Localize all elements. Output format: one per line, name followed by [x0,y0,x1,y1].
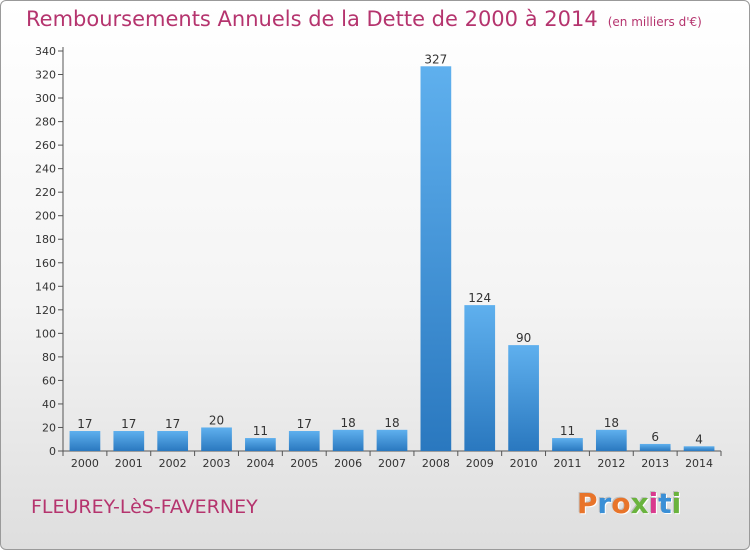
x-tick-label-2005: 2005 [290,457,318,470]
x-tick-label-2011: 2011 [553,457,581,470]
bar-2007 [376,429,408,451]
data-label-2012: 18 [604,416,619,430]
bar-2014 [683,446,715,451]
bar-2012 [595,429,627,451]
chart-title-text: Remboursements Annuels de la Dette de 20… [26,7,598,31]
x-tick-label-2006: 2006 [334,457,362,470]
bar-2011 [552,438,583,451]
bar-2008 [420,66,452,451]
data-label-2001: 17 [121,417,136,431]
x-tick-label-2012: 2012 [597,457,625,470]
data-label-2004: 11 [253,424,268,438]
bar-2001 [113,431,145,451]
x-tick-label-2009: 2009 [466,457,494,470]
logo-letter: o [611,487,631,520]
bar-2002 [157,431,189,451]
data-label-2010: 90 [516,331,531,345]
bar-series [69,66,715,451]
y-tick-label: 240 [35,163,56,176]
bar-2013 [639,443,671,451]
y-tick-label: 300 [35,92,56,105]
data-label-2005: 17 [297,417,312,431]
logo-letter: x [630,487,649,520]
y-tick-label: 220 [35,186,56,199]
bar-2005 [288,431,320,451]
data-label-2006: 18 [340,416,355,430]
data-label-2002: 17 [165,417,180,431]
logo-letter: t [658,487,672,520]
y-tick-label: 0 [49,445,56,458]
y-tick-label: 200 [35,210,56,223]
data-label-2011: 11 [560,424,575,438]
y-axis: 0 20 40 60 80 100 120 140 160 180 200 220 240 260 280 3… [35,45,64,458]
x-tick-label-2014: 2014 [685,457,713,470]
x-tick-label-2000: 2000 [71,457,99,470]
x-axis: 2000 2001 2002 2003 2004 2005 2006 2007 2008 2009… [62,450,722,470]
bar-2000 [69,431,101,451]
y-tick-label: 260 [35,139,56,152]
y-tick-label: 80 [42,351,56,364]
x-tick-label-2003: 2003 [203,457,231,470]
data-label-2003: 20 [209,413,224,427]
y-tick-label: 140 [35,280,56,293]
bar-2004 [245,438,276,451]
data-label-2014: 4 [695,432,703,446]
x-tick-label-2001: 2001 [115,457,143,470]
x-tick-label-2004: 2004 [246,457,274,470]
x-tick-label-2010: 2010 [510,457,538,470]
bar-2006 [332,429,364,451]
y-tick-label: 340 [35,45,56,58]
y-tick-label: 280 [35,116,56,129]
bar-2009 [464,305,496,451]
y-tick-label: 120 [35,304,56,317]
chart-title: Remboursements Annuels de la Dette de 20… [26,7,702,31]
data-label-2000: 17 [77,417,92,431]
chart-unit-note: (en milliers d'€) [607,15,702,29]
data-label-2013: 6 [651,430,659,444]
logo-letter: r [597,487,612,520]
y-tick-label: 20 [42,421,56,434]
y-tick-label: 40 [42,398,56,411]
logo-letter: i [648,487,659,520]
data-label-2008: 327 [424,52,447,66]
y-tick-label: 160 [35,257,56,270]
x-tick-label-2013: 2013 [641,457,669,470]
x-tick-label-2008: 2008 [422,457,450,470]
data-label-2009: 124 [468,291,491,305]
bar-2003 [201,427,232,451]
bar-2010 [508,345,539,451]
x-tick-label-2002: 2002 [159,457,187,470]
logo-letter: P [577,487,598,520]
y-tick-label: 320 [35,69,56,82]
data-labels: 17 17 17 20 11 17 18 18 327 124 90 11 18 6 4 [77,52,703,446]
data-label-2007: 18 [384,416,399,430]
logo-letter: i [671,487,682,520]
commune-name: FLEUREY-LèS-FAVERNEY [31,496,258,518]
y-tick-label: 100 [35,327,56,340]
proxiti-logo[interactable]: Proxiti [577,487,681,520]
y-tick-label: 180 [35,233,56,246]
y-tick-label: 60 [42,374,56,387]
x-tick-label-2007: 2007 [378,457,406,470]
